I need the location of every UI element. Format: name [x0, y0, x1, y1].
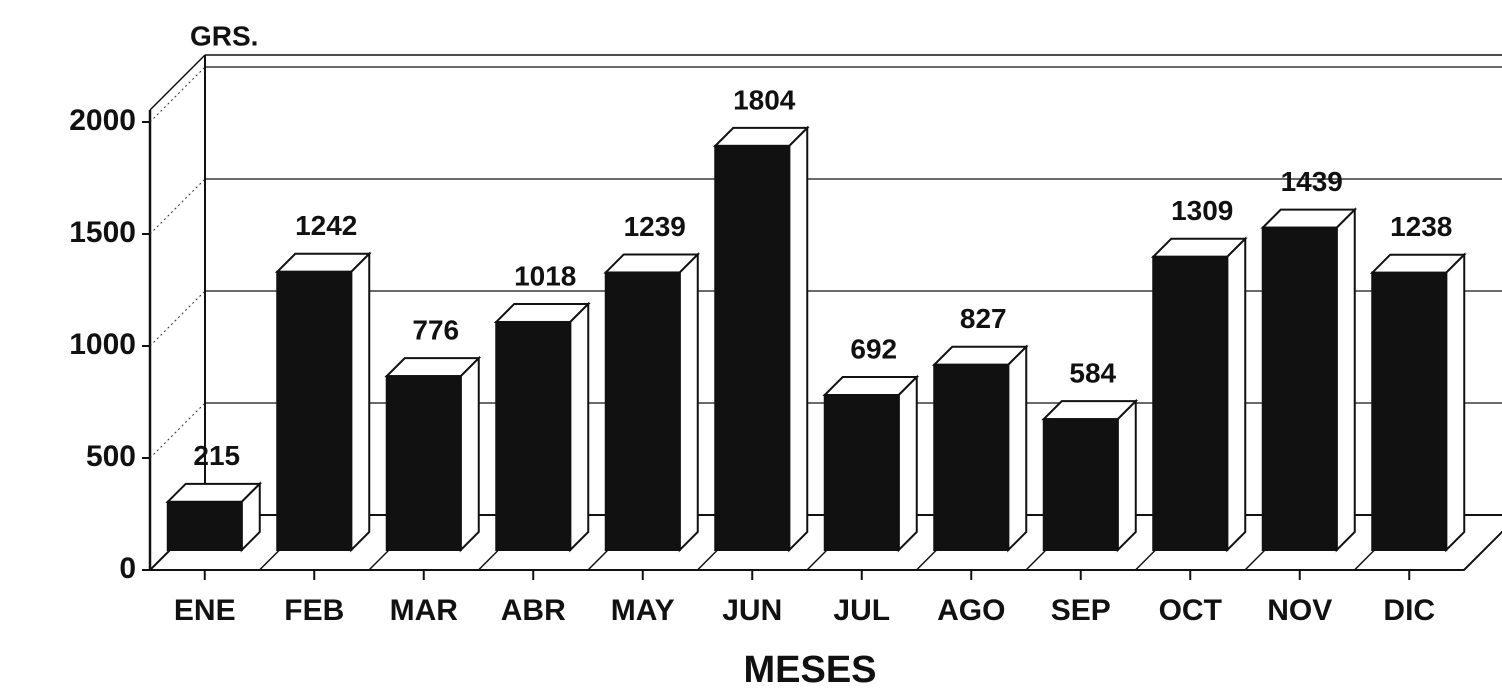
bar — [276, 270, 353, 551]
value-label: 1439 — [1281, 166, 1343, 197]
bar-side — [897, 374, 918, 553]
bar — [495, 320, 572, 551]
x-tick-label: ENE — [174, 594, 236, 627]
value-label: 1242 — [295, 210, 357, 241]
x-tick-label: JUL — [833, 594, 890, 627]
x-tick-label: JUN — [722, 594, 782, 627]
grid-line — [149, 290, 206, 347]
value-label: 1238 — [1390, 211, 1452, 242]
bar-side — [1007, 344, 1028, 553]
bar-side — [788, 125, 809, 553]
x-tick-label: SEP — [1051, 594, 1111, 627]
bar-side — [1445, 252, 1466, 553]
y-tick-label: 500 — [86, 440, 136, 473]
x-tick-label: FEB — [284, 594, 344, 627]
x-tick-label: MAR — [390, 594, 459, 627]
x-tick-label: AGO — [937, 594, 1005, 627]
x-tick-label: NOV — [1267, 594, 1332, 627]
bar — [823, 393, 900, 551]
x-axis-label: MESES — [743, 649, 876, 691]
value-label: 827 — [960, 303, 1007, 334]
x-tick-label: OCT — [1159, 594, 1222, 627]
grid-line — [149, 66, 206, 123]
x-tick-label: MAY — [611, 594, 675, 627]
bar — [385, 375, 462, 551]
bar-side — [459, 355, 480, 553]
value-label: 1309 — [1171, 195, 1233, 226]
bar — [1152, 255, 1229, 551]
value-label: 1804 — [733, 84, 796, 115]
value-label: 1018 — [514, 260, 576, 291]
bar-side — [350, 251, 371, 553]
x-tick-label: DIC — [1383, 594, 1435, 627]
bar-side — [1335, 207, 1356, 553]
y-tick-label: 1000 — [69, 328, 136, 361]
value-label: 215 — [193, 440, 240, 471]
bar — [714, 144, 791, 552]
y-tick-label: 2000 — [69, 104, 136, 137]
value-label: 776 — [412, 315, 459, 346]
bar-side — [569, 301, 590, 553]
grid-line — [149, 178, 206, 235]
y-axis-label: GRS. — [190, 20, 258, 51]
bar-side — [1226, 236, 1247, 553]
bar-side — [1116, 398, 1137, 553]
value-label: 692 — [850, 333, 897, 364]
bar — [604, 271, 681, 551]
bar — [1042, 418, 1119, 551]
bar — [933, 363, 1010, 552]
left-wall-edge — [149, 54, 206, 111]
value-label: 584 — [1069, 358, 1116, 389]
bar — [166, 500, 243, 551]
bar-side — [678, 252, 699, 553]
y-tick-label: 0 — [119, 552, 136, 585]
bar — [1261, 226, 1338, 551]
value-label: 1239 — [624, 211, 686, 242]
y-tick-label: 1500 — [69, 216, 136, 249]
x-tick-label: ABR — [501, 594, 566, 627]
bar — [1371, 271, 1448, 551]
